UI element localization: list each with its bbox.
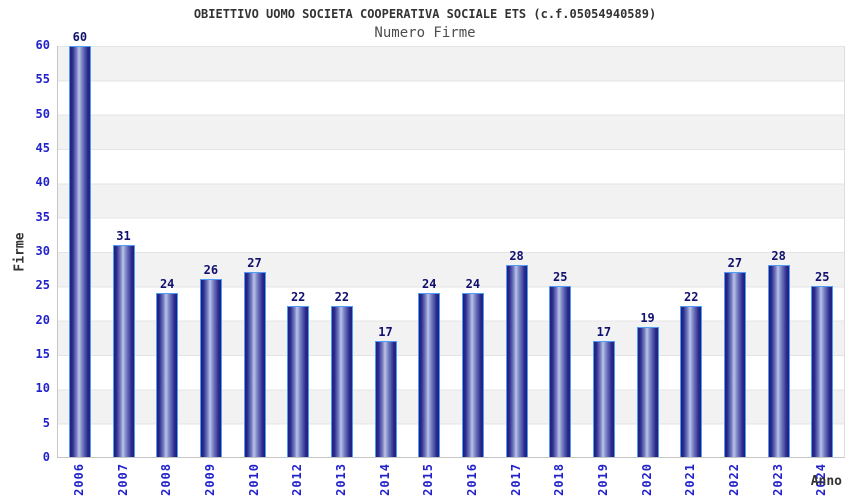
bar-value-label: 25 [815, 269, 830, 284]
bar-value-label: 28 [771, 249, 786, 264]
bar-2021: 22 [680, 290, 703, 457]
y-tick-label: 10 [35, 381, 50, 396]
bar-slot: 28 2023 [757, 46, 801, 496]
y-tick-label: 40 [35, 175, 50, 190]
y-tick-label: 20 [35, 312, 50, 327]
bar-value-label: 27 [247, 256, 262, 271]
bar-2014: 17 [374, 325, 397, 457]
bar-2013: 22 [330, 290, 353, 457]
y-axis-ticks: 0 5 10 15 20 25 30 35 40 45 50 55 60 [0, 38, 50, 464]
bar-2019: 17 [592, 325, 615, 457]
bar-slot: 25 2018 [538, 46, 582, 496]
x-tick-label: 2012 [290, 463, 305, 496]
bar-slot: 17 2019 [582, 46, 626, 496]
bar-value-label: 25 [552, 269, 568, 284]
bar-value-label: 26 [203, 262, 219, 277]
bar-2022: 27 [723, 256, 746, 457]
y-tick-label: 30 [35, 244, 50, 258]
bar-value-label: 17 [596, 324, 612, 339]
x-tick-label: 2006 [71, 463, 86, 496]
y-tick-label: 5 [42, 415, 50, 430]
bar-slot: 60 2006 [58, 30, 102, 496]
bar-2008: 24 [156, 277, 179, 457]
y-tick-label: 35 [35, 209, 50, 224]
bar-2015: 24 [418, 277, 441, 457]
bar-value-label: 27 [727, 256, 743, 271]
x-tick-label: 2013 [333, 463, 348, 496]
bar-value-label: 22 [290, 290, 306, 305]
bar-slot: 17 2014 [364, 46, 408, 496]
x-tick-label: 2010 [246, 463, 261, 496]
bar-2017: 28 [505, 249, 528, 457]
y-tick-label: 50 [35, 106, 50, 121]
x-tick-label: 2021 [683, 463, 698, 496]
bar-2016: 24 [461, 277, 484, 457]
x-tick-label: 2020 [639, 463, 654, 496]
bar-slot: 24 2016 [451, 46, 495, 496]
bars-layer: 60 2006 31 2007 24 2008 26 2009 27 2010 22 2012 22 20… [58, 30, 844, 496]
bar-2009: 26 [199, 263, 222, 457]
bar-slot: 22 2021 [669, 46, 713, 496]
bar-value-label: 31 [116, 228, 131, 243]
bar-slot: 27 2010 [233, 46, 277, 496]
x-tick-label: 2019 [595, 463, 610, 496]
x-tick-label: 2018 [552, 463, 567, 496]
bar-value-label: 24 [159, 276, 175, 291]
bar-value-label: 22 [334, 290, 350, 305]
bar-slot: 28 2017 [495, 46, 539, 496]
bar-2006: 60 [68, 30, 91, 457]
bar-slot: 22 2012 [276, 46, 320, 496]
y-tick-label: 45 [35, 141, 50, 155]
x-tick-label: 2022 [726, 463, 741, 496]
x-tick-label: 2016 [464, 463, 479, 496]
x-tick-label: 2009 [202, 463, 217, 496]
bar-slot: 25 2024 [800, 46, 844, 496]
plot-area: 60 2006 31 2007 24 2008 26 2009 27 2010 22 2012 22 20… [57, 30, 845, 496]
chart-subtitle: Numero Firme [374, 25, 476, 41]
bar-2010: 27 [243, 256, 266, 457]
bar-2012: 22 [287, 290, 310, 457]
bar-value-label: 24 [421, 276, 437, 291]
bar-slot: 31 2007 [102, 46, 146, 496]
bar-slot: 24 2008 [145, 46, 189, 496]
x-tick-label: 2017 [508, 463, 523, 496]
bar-value-label: 60 [72, 30, 88, 44]
bar-slot: 26 2009 [189, 46, 233, 496]
y-tick-label: 0 [42, 450, 50, 464]
bar-value-label: 17 [378, 324, 393, 339]
bar-value-label: 19 [640, 310, 655, 325]
x-tick-label: 2023 [770, 463, 785, 496]
x-tick-label: 2014 [377, 463, 392, 496]
bar-2024: 25 [811, 270, 834, 457]
chart-title: OBIETTIVO UOMO SOCIETA COOPERATIVA SOCIA… [193, 7, 657, 21]
y-tick-label: 55 [35, 72, 50, 87]
x-tick-label: 2007 [115, 463, 130, 496]
bar-slot: 24 2015 [407, 46, 451, 496]
bar-2018: 25 [549, 270, 572, 457]
bar-2007: 31 [112, 229, 135, 457]
bar-value-label: 22 [684, 290, 699, 305]
bar-slot: 19 2020 [626, 46, 670, 496]
bar-value-label: 28 [509, 249, 524, 264]
y-tick-label: 15 [35, 347, 50, 361]
y-tick-label: 60 [35, 38, 50, 52]
bar-value-label: 24 [465, 276, 481, 291]
bar-slot: 22 2013 [320, 46, 364, 496]
x-tick-label: 2008 [159, 463, 174, 496]
x-tick-label: 2015 [421, 463, 436, 496]
bar-2023: 28 [767, 249, 790, 457]
y-tick-label: 25 [35, 278, 50, 293]
bar-slot: 27 2022 [713, 46, 757, 496]
x-axis-title: Anno [810, 474, 842, 489]
bar-2020: 19 [636, 311, 659, 457]
